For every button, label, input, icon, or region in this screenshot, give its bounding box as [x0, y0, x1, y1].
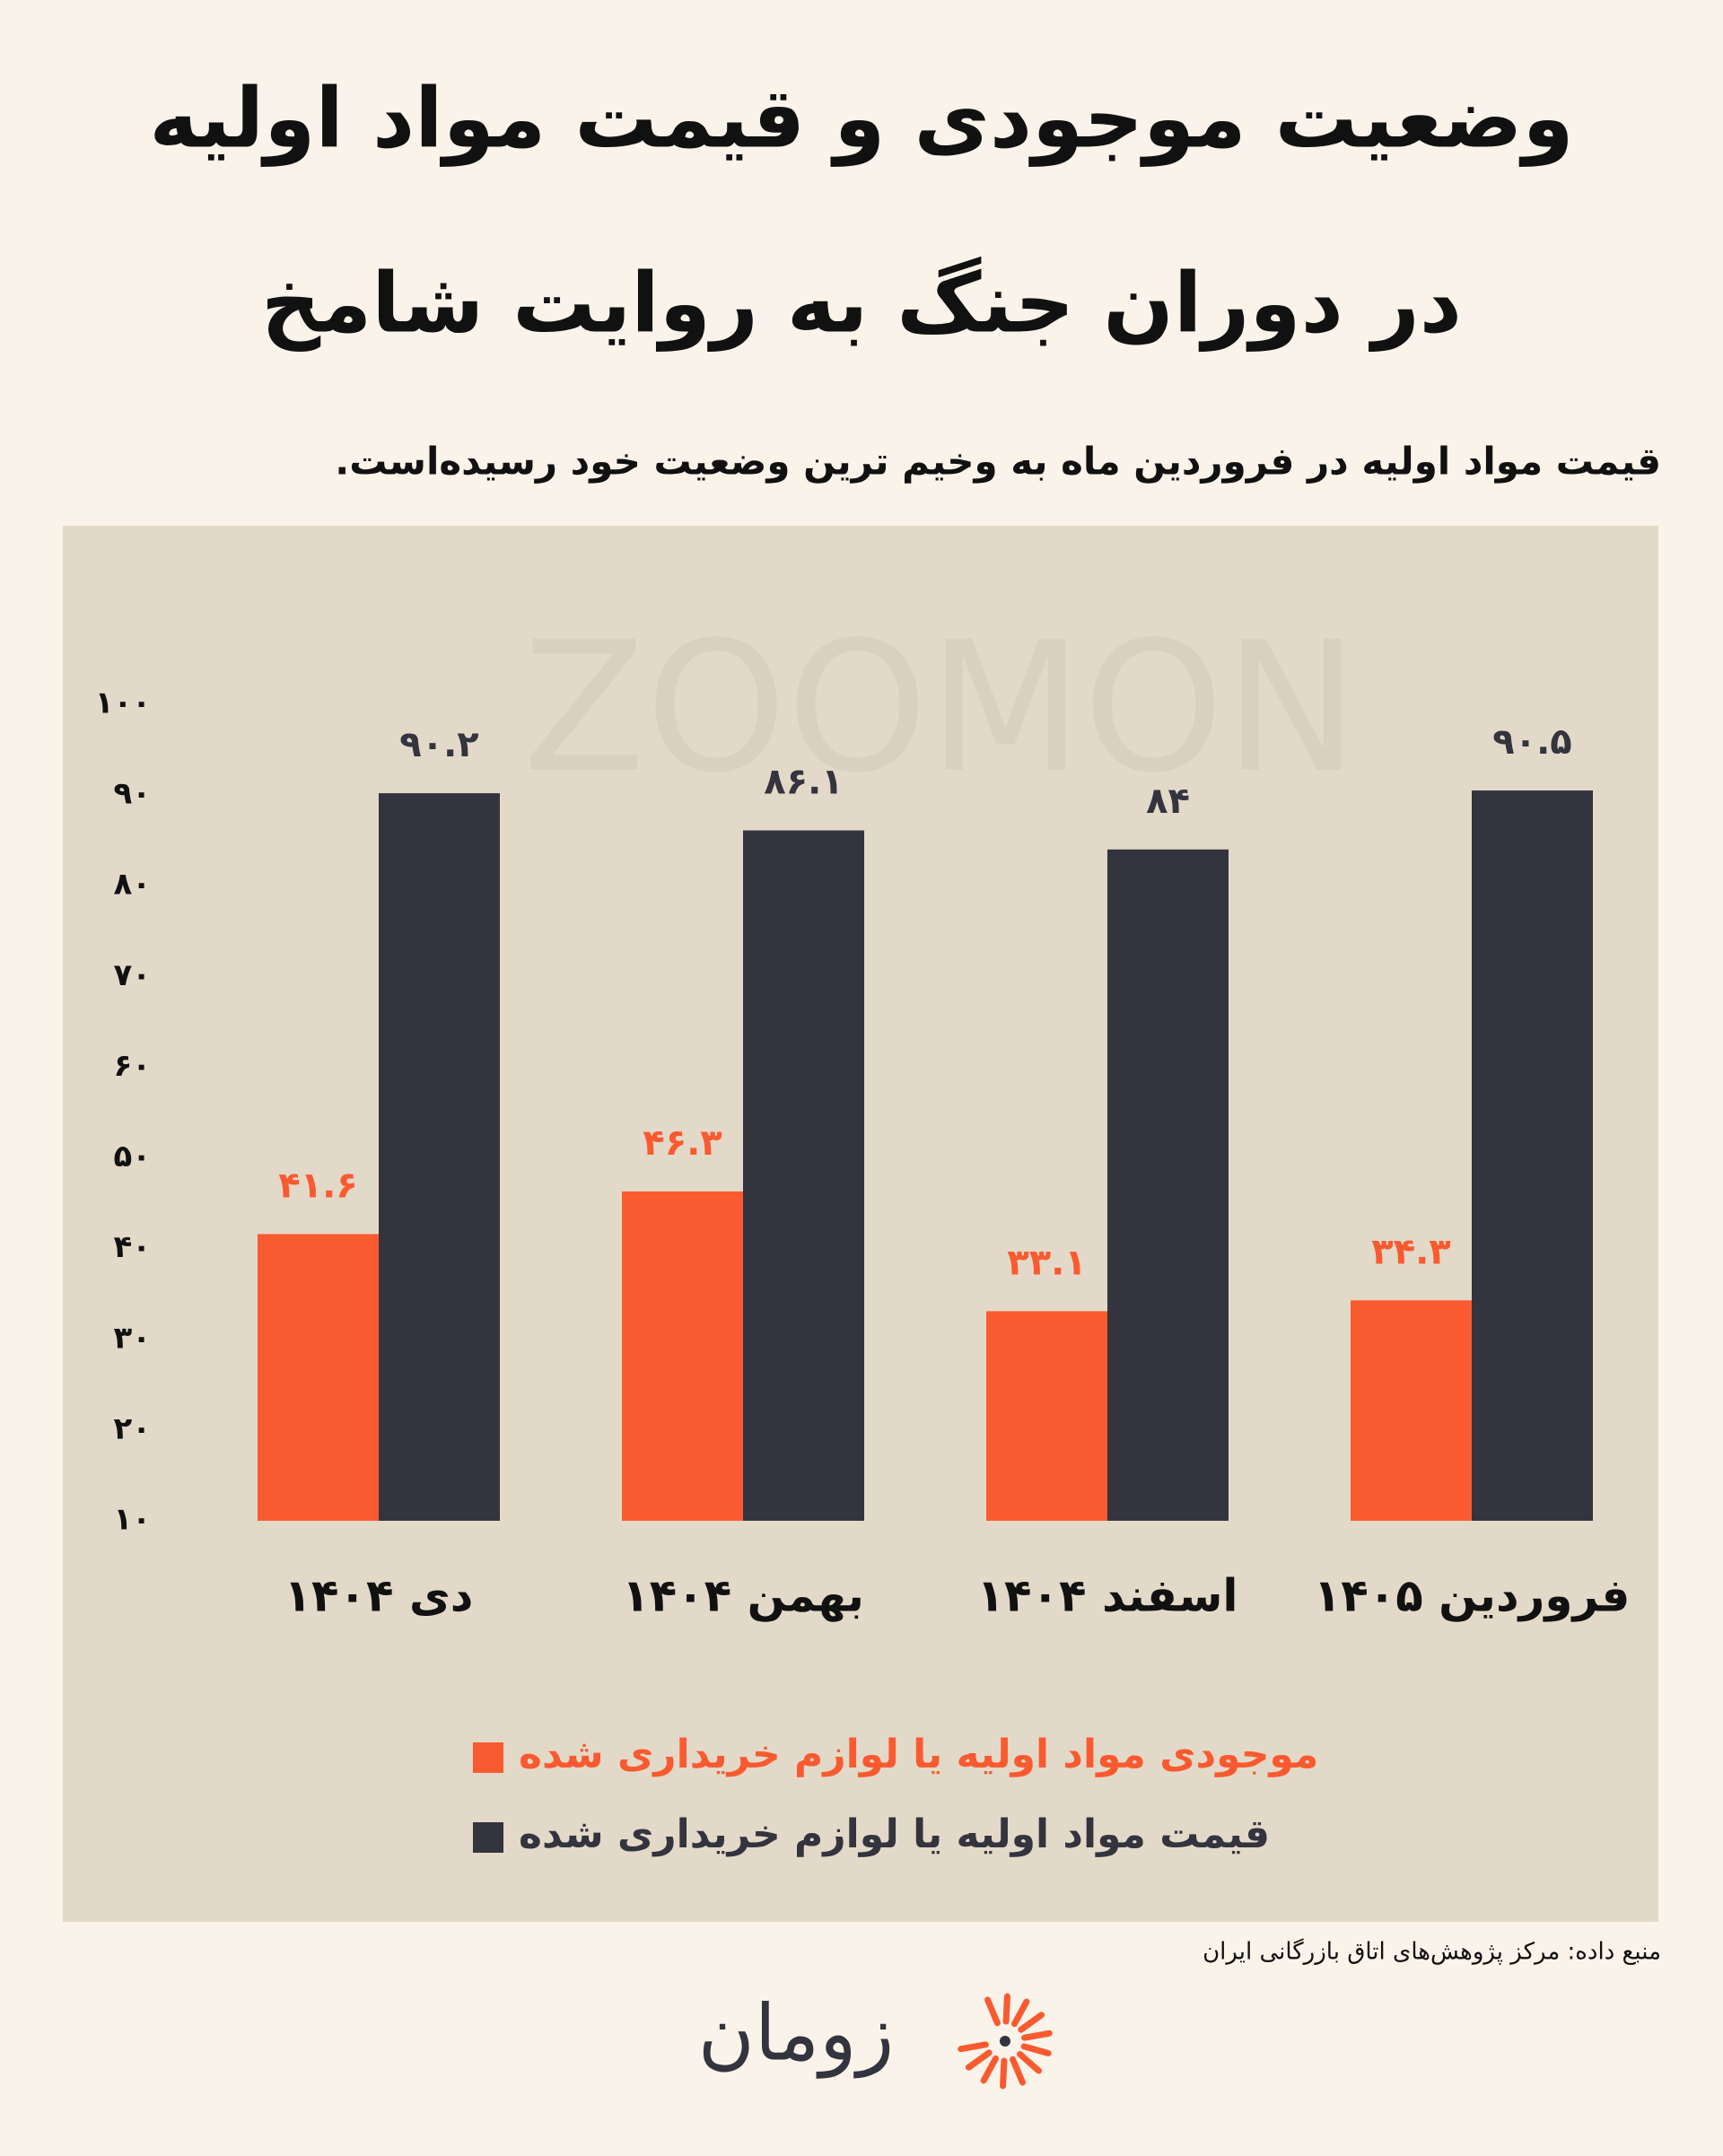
logo-ray: [965, 2049, 993, 2071]
watermark: ZOOMON: [522, 604, 1358, 813]
logo-ray: [1018, 2012, 1045, 2033]
y-tick-label: ۱۰۰: [95, 685, 151, 721]
y-tick-label: ۶۰: [113, 1048, 151, 1084]
logo-ray: [1020, 2043, 1052, 2056]
logo-ray: [1011, 1998, 1030, 2028]
chart-title: وضعیت موجودی و قیمت مواد اولیه: [149, 70, 1573, 167]
data-label: ۸۶.۱: [764, 762, 843, 803]
bar: [986, 1311, 1107, 1521]
bar: [622, 1191, 743, 1521]
logo-ray: [980, 2055, 999, 2084]
legend-swatch: [473, 1742, 503, 1773]
x-tick-label: فروردین ۱۴۰۵: [1314, 1570, 1631, 1623]
x-tick-label: دی ۱۴۰۴: [284, 1570, 474, 1622]
logo-dot: [1000, 2036, 1010, 2047]
chart-subtitle: قیمت مواد اولیه در فروردین ماه به وخیم ت…: [335, 440, 1661, 484]
y-tick-label: ۴۰: [113, 1229, 151, 1265]
data-label: ۳۴.۳: [1371, 1231, 1450, 1272]
data-label: ۴۱.۶: [278, 1165, 357, 1206]
y-tick-label: ۲۰: [113, 1410, 151, 1446]
data-label: ۳۳.۱: [1007, 1242, 1086, 1283]
bar: [258, 1234, 379, 1521]
logo-ray: [1000, 2057, 1008, 2090]
legend-swatch: [473, 1822, 503, 1853]
source: منبع داده: مرکز پژوهش‌های اتاق بازرگانی …: [1203, 1938, 1661, 1966]
bar: [1351, 1300, 1472, 1521]
logo-ray: [1002, 1993, 1010, 2025]
x-tick-label: اسفند ۱۴۰۴: [976, 1570, 1238, 1622]
logo-ray: [984, 1996, 1001, 2027]
logo-icon: [958, 1993, 1053, 2090]
logo-ray: [1010, 2056, 1026, 2086]
y-tick-label: ۳۰: [113, 1320, 151, 1356]
data-label: ۹۰.۲: [399, 724, 478, 765]
y-tick-label: ۷۰: [113, 957, 151, 993]
chart-title: در دوران جنگ به روایت شامخ: [261, 255, 1462, 352]
data-label: ۴۶.۳: [643, 1122, 722, 1164]
data-label: ۹۰.۵: [1492, 721, 1571, 763]
y-tick-label: ۸۰: [113, 867, 151, 903]
legend-label: موجودی مواد اولیه یا لوازم خریداری شده: [519, 1732, 1318, 1777]
bar: [1107, 849, 1229, 1521]
legend-label: قیمت مواد اولیه یا لوازم خریداری شده: [519, 1811, 1270, 1857]
x-tick-label: بهمن ۱۴۰۴: [622, 1570, 864, 1623]
logo-ray: [958, 2041, 989, 2053]
y-tick-label: ۹۰: [113, 776, 151, 812]
logo-ray: [1017, 2051, 1043, 2074]
bar: [743, 830, 864, 1521]
logo-text: زومان: [698, 1988, 895, 2078]
bar: [379, 793, 500, 1521]
y-tick-label: ۱۰: [113, 1502, 151, 1538]
logo-ray: [1021, 2029, 1053, 2041]
data-label: ۸۴: [1146, 781, 1190, 822]
y-tick-label: ۵۰: [113, 1139, 151, 1174]
bar: [1472, 790, 1593, 1521]
